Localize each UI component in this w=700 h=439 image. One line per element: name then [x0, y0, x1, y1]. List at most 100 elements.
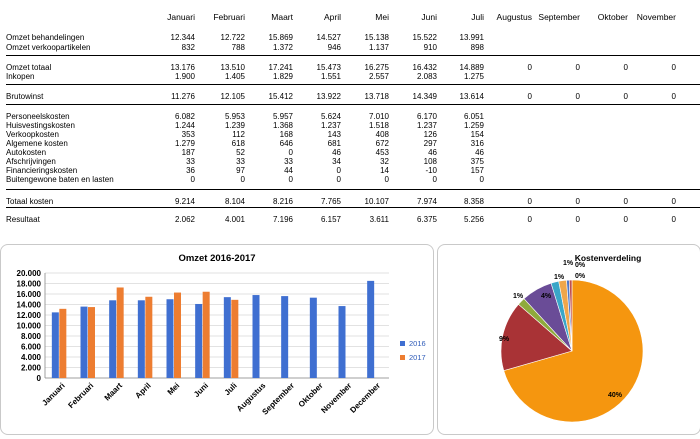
- legend-swatch: [400, 341, 405, 346]
- table-cell: 15.412: [268, 92, 293, 101]
- table-cell: 0: [432, 175, 437, 184]
- legend-label: 2017: [409, 353, 426, 362]
- table-cell: 7.974: [416, 197, 437, 206]
- month-header: Juli: [471, 12, 484, 22]
- pie-slice: [568, 279, 573, 352]
- table-cell: 1.275: [463, 72, 484, 81]
- table-cell: 7.765: [320, 197, 341, 206]
- pie-label: 40%: [608, 392, 623, 399]
- table-cell: 13.614: [459, 92, 484, 101]
- table-cell: 1.518: [368, 121, 389, 130]
- table-cell: 10.107: [364, 197, 389, 206]
- table-cell: 0: [623, 63, 628, 72]
- y-tick-label: 16.000: [17, 290, 42, 299]
- x-tick-label: Mei: [166, 381, 182, 397]
- pie-chart-panel[interactable]: Kostenverdeling 40% 9% 1% 4% 1% 1% 0% 0%: [437, 244, 700, 435]
- x-tick-label: Maart: [103, 381, 125, 403]
- bar-2017: [116, 287, 124, 378]
- table-cell: 0: [240, 175, 245, 184]
- table-cell: 112: [232, 130, 245, 139]
- table-cell: 0: [288, 175, 293, 184]
- row-label: Inkopen: [6, 72, 35, 81]
- bar-2016: [223, 297, 231, 378]
- table-cell: 2.083: [416, 72, 437, 81]
- table-cell: 33: [186, 157, 195, 166]
- table-cell: 1.279: [174, 139, 195, 148]
- table-cell: 1.137: [368, 43, 389, 52]
- table-cell: 898: [470, 43, 484, 52]
- table-cell: 7.010: [368, 112, 389, 121]
- pie-label: 1%: [554, 274, 565, 281]
- table-cell: 1.405: [224, 72, 245, 81]
- table-cell: 0: [336, 166, 341, 175]
- bar-2016: [166, 299, 174, 378]
- table-cell: 316: [470, 139, 484, 148]
- chart-title: Kostenverdeling: [575, 253, 642, 263]
- bar-2017: [88, 307, 95, 378]
- table-cell: 5.624: [320, 112, 341, 121]
- table-cell: 6.375: [416, 215, 437, 224]
- bar-chart-panel[interactable]: Omzet 2016-2017 0 2.000 4.000 6.000 8.000 10.0…: [0, 244, 434, 435]
- pie-label: 4%: [541, 293, 552, 300]
- table-cell: 9.214: [174, 197, 195, 206]
- table-cell: 17.241: [268, 63, 293, 72]
- table-cell: 14.349: [412, 92, 437, 101]
- table-cell: 0: [623, 197, 628, 206]
- table-cell: 0: [623, 215, 628, 224]
- table-cell: 13.510: [220, 63, 245, 72]
- table-cell: 0: [527, 215, 532, 224]
- x-tick-label: December: [348, 381, 382, 415]
- y-tick-label: 2.000: [21, 364, 42, 373]
- bar-2017: [174, 292, 181, 378]
- table-cell: 3.611: [369, 215, 389, 224]
- bar-2016: [109, 300, 117, 378]
- pie-slice: [503, 279, 644, 423]
- x-tick-label: Februari: [66, 381, 95, 410]
- table-cell: 1.829: [272, 72, 293, 81]
- x-tick-label: Juli: [223, 381, 239, 397]
- y-tick-label: 18.000: [17, 280, 42, 289]
- table-cell: 832: [181, 43, 195, 52]
- table-cell: 157: [470, 166, 484, 175]
- table-cell: 0: [336, 175, 341, 184]
- table-cell: 1.237: [320, 121, 341, 130]
- spreadsheet: Januari Februari Maart April Mei Juni Juli Augu…: [6, 12, 700, 224]
- table-cell: 8.358: [463, 197, 484, 206]
- month-header: Februari: [213, 12, 245, 22]
- table-cell: 168: [279, 130, 293, 139]
- pie-label: 1%: [563, 260, 574, 267]
- table-cell: 15.473: [316, 63, 341, 72]
- table-cell: 0: [527, 197, 532, 206]
- table-cell: 36: [186, 166, 195, 175]
- table-cell: 12.344: [170, 33, 195, 42]
- table-cell: 13.922: [316, 92, 341, 101]
- month-header: Dece: [672, 13, 700, 22]
- bar-2016: [80, 306, 88, 378]
- table-cell: 1.551: [320, 72, 341, 81]
- table-cell: 1.239: [224, 121, 245, 130]
- row-label: Omzet behandelingen: [6, 33, 85, 42]
- row-label: Verkoopkosten: [6, 130, 59, 139]
- table-cell: 0: [671, 215, 676, 224]
- table-cell: 1.368: [272, 121, 293, 130]
- pie-label: 0%: [575, 262, 586, 269]
- table-cell: 646: [279, 139, 293, 148]
- y-tick-label: 12.000: [17, 311, 42, 320]
- table-cell: 1.244: [174, 121, 195, 130]
- divider: [6, 84, 700, 85]
- table-cell: 1.237: [416, 121, 437, 130]
- month-header: November: [636, 12, 676, 22]
- row-label: Huisvestingskosten: [6, 121, 75, 130]
- row-label: Omzet totaal: [6, 63, 52, 72]
- month-header: Oktober: [597, 12, 628, 22]
- table-cell: 33: [236, 157, 245, 166]
- divider: [6, 207, 700, 208]
- table-cell: 0: [479, 175, 484, 184]
- table-cell: 7.196: [272, 215, 293, 224]
- table-cell: 15.138: [364, 33, 389, 42]
- table-cell: 6.157: [320, 215, 341, 224]
- table-cell: 1.372: [272, 43, 293, 52]
- table-cell: 13.991: [459, 33, 484, 42]
